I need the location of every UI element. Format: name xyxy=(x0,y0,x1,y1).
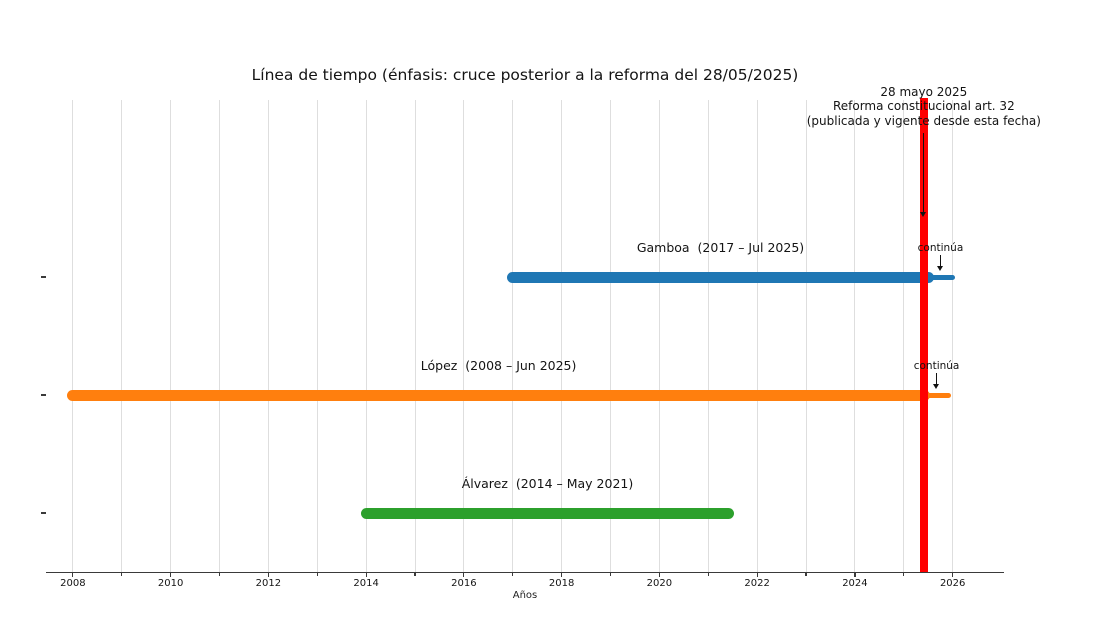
x-tick xyxy=(267,572,269,577)
gridline xyxy=(805,100,807,572)
gridline xyxy=(414,100,416,572)
x-tick-label: 2008 xyxy=(60,578,86,589)
x-tick-label: 2010 xyxy=(157,578,184,589)
chart-title: Línea de tiempo (énfasis: cruce posterio… xyxy=(251,66,799,84)
x-tick xyxy=(854,572,856,577)
gridline xyxy=(219,100,220,572)
gridline xyxy=(316,100,318,572)
x-axis-label: Años xyxy=(512,590,538,601)
gridline xyxy=(561,100,563,572)
gridline xyxy=(707,100,709,572)
gridline xyxy=(72,100,74,572)
timeline-bar-gamboa xyxy=(507,271,934,283)
x-tick-label: 2024 xyxy=(842,578,868,589)
x-tick-label: 2016 xyxy=(451,578,477,589)
x-tick xyxy=(952,572,954,577)
reform-arrow xyxy=(923,133,925,212)
x-tick xyxy=(463,572,465,577)
gridline xyxy=(854,100,856,572)
y-tick xyxy=(40,276,46,278)
continues-arrowhead-icon xyxy=(933,384,940,389)
x-tick-label: 2026 xyxy=(939,578,966,589)
x-tick xyxy=(72,572,74,577)
bar-label-alvarez: Álvarez (2014 – May 2021) xyxy=(461,475,634,491)
x-tick xyxy=(414,572,416,576)
gridline xyxy=(365,100,367,572)
continues-arrowhead-icon xyxy=(936,266,943,271)
bar-label-lopez: López (2008 – Jun 2025) xyxy=(420,357,577,373)
x-tick xyxy=(903,572,905,576)
x-tick xyxy=(561,572,563,577)
gridline xyxy=(512,100,514,572)
timeline-bar-continuation-lopez xyxy=(924,392,952,398)
gridline xyxy=(610,100,612,572)
reform-annotation: 28 mayo 2025 Reforma constitucional art.… xyxy=(674,85,1103,128)
y-tick xyxy=(40,512,46,514)
x-tick xyxy=(218,572,221,576)
gridline xyxy=(756,100,758,572)
gridline xyxy=(903,100,905,572)
x-tick xyxy=(316,572,318,576)
x-tick xyxy=(707,572,709,576)
x-tick xyxy=(512,572,514,576)
x-tick-label: 2022 xyxy=(744,578,770,589)
y-tick xyxy=(40,394,46,396)
plot-area: 2008 2010 2012 2014 2016 2018 2020 2022 2024 2026… xyxy=(40,98,1004,589)
continues-label-lopez: continúa xyxy=(913,359,960,372)
reform-annotation-line: 28 mayo 2025 xyxy=(880,85,968,99)
x-tick xyxy=(121,572,123,576)
gridline xyxy=(952,100,954,572)
timeline-bar-alvarez xyxy=(360,507,735,519)
x-tick-label: 2018 xyxy=(548,578,575,589)
reform-annotation-line: (publicada y vigente desde esta fecha) xyxy=(806,113,1041,128)
bar-label-gamboa: Gamboa (2017 – Jul 2025) xyxy=(636,239,805,255)
continues-arrow-gamboa xyxy=(939,254,942,266)
gridline xyxy=(463,100,465,572)
gridline xyxy=(658,100,660,572)
x-tick xyxy=(170,572,172,577)
x-tick-label: 2020 xyxy=(646,578,673,589)
gridline xyxy=(121,100,123,572)
x-tick xyxy=(805,572,807,576)
gridline xyxy=(267,100,269,572)
reform-annotation-line: Reforma constitucional art. 32 xyxy=(832,99,1015,114)
gridline xyxy=(170,100,172,572)
x-tick-label: 2014 xyxy=(353,578,379,589)
x-tick xyxy=(609,572,612,576)
reform-arrowhead-icon xyxy=(920,212,927,217)
x-tick xyxy=(756,572,758,577)
timeline-bar-lopez xyxy=(67,389,930,401)
timeline-bar-continuation-gamboa xyxy=(928,274,956,280)
continues-label-gamboa: continúa xyxy=(917,241,964,254)
x-tick-label: 2012 xyxy=(255,578,282,589)
reform-date-line xyxy=(919,98,928,572)
x-tick xyxy=(365,572,367,577)
continues-arrow-lopez xyxy=(935,372,938,384)
x-tick xyxy=(658,572,660,577)
